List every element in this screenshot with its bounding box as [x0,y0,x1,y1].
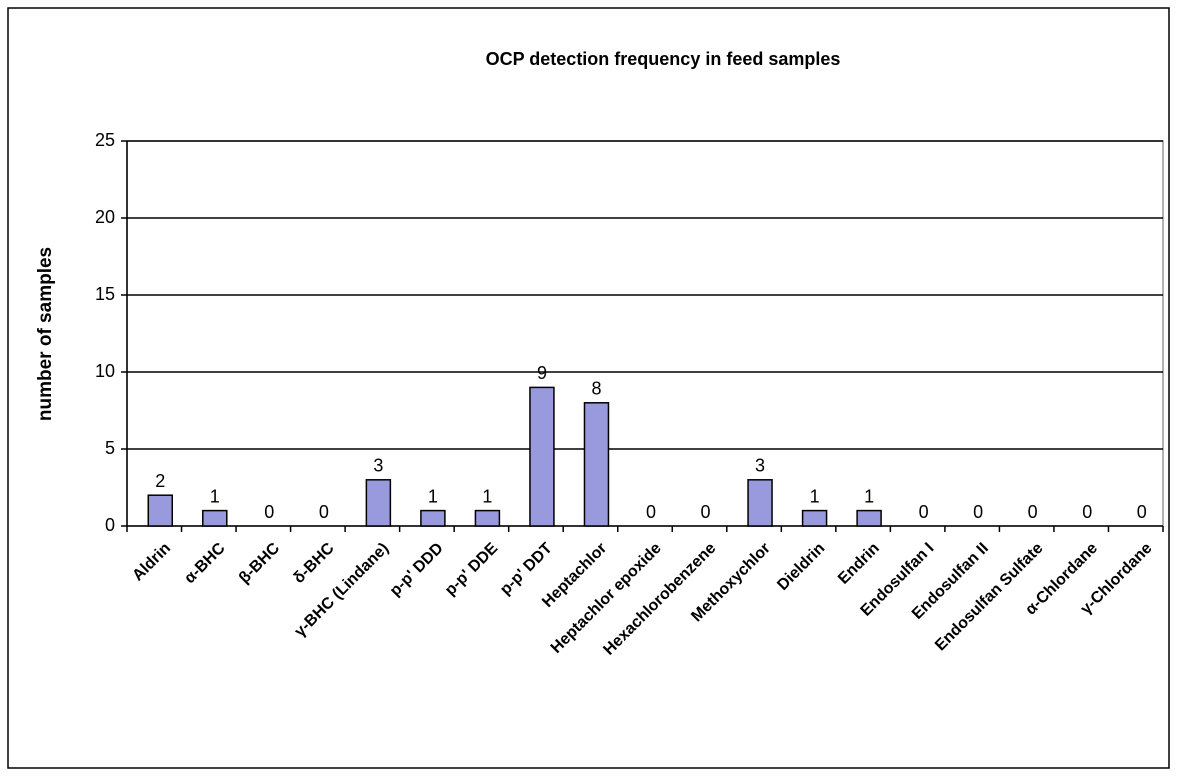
value-label: 1 [210,486,220,506]
bar [529,386,555,527]
value-label: 1 [482,486,492,506]
bar [856,509,882,527]
value-label: 3 [373,456,383,476]
value-label: 8 [591,379,601,399]
value-label: 0 [919,502,929,522]
value-label: 2 [155,471,165,491]
value-label: 9 [537,363,547,383]
bar [583,402,610,527]
bar [202,509,228,527]
y-tick-label: 5 [105,438,115,458]
chart-title: OCP detection frequency in feed samples [486,49,841,69]
bar [747,479,773,527]
bar [474,509,501,527]
bar [801,509,828,527]
chart-border [7,7,1170,769]
value-label: 0 [701,502,711,522]
y-tick-label: 10 [95,361,115,381]
value-label: 0 [264,502,274,522]
value-label: 3 [755,456,765,476]
y-tick-label: 15 [95,284,115,304]
value-label: 1 [810,486,820,506]
value-label: 0 [1028,502,1038,522]
value-label: 0 [973,502,983,522]
value-label: 0 [1137,502,1147,522]
bar [147,494,174,527]
value-label: 0 [646,502,656,522]
y-axis-label: number of samples [35,247,56,421]
y-tick-label: 0 [105,515,115,535]
bar [420,509,446,527]
value-label: 1 [864,486,874,506]
value-label: 0 [319,502,329,522]
bar [365,479,392,527]
value-label: 1 [428,486,438,506]
y-tick-label: 25 [95,130,115,150]
value-label: 0 [1082,502,1092,522]
y-tick-label: 20 [95,207,115,227]
